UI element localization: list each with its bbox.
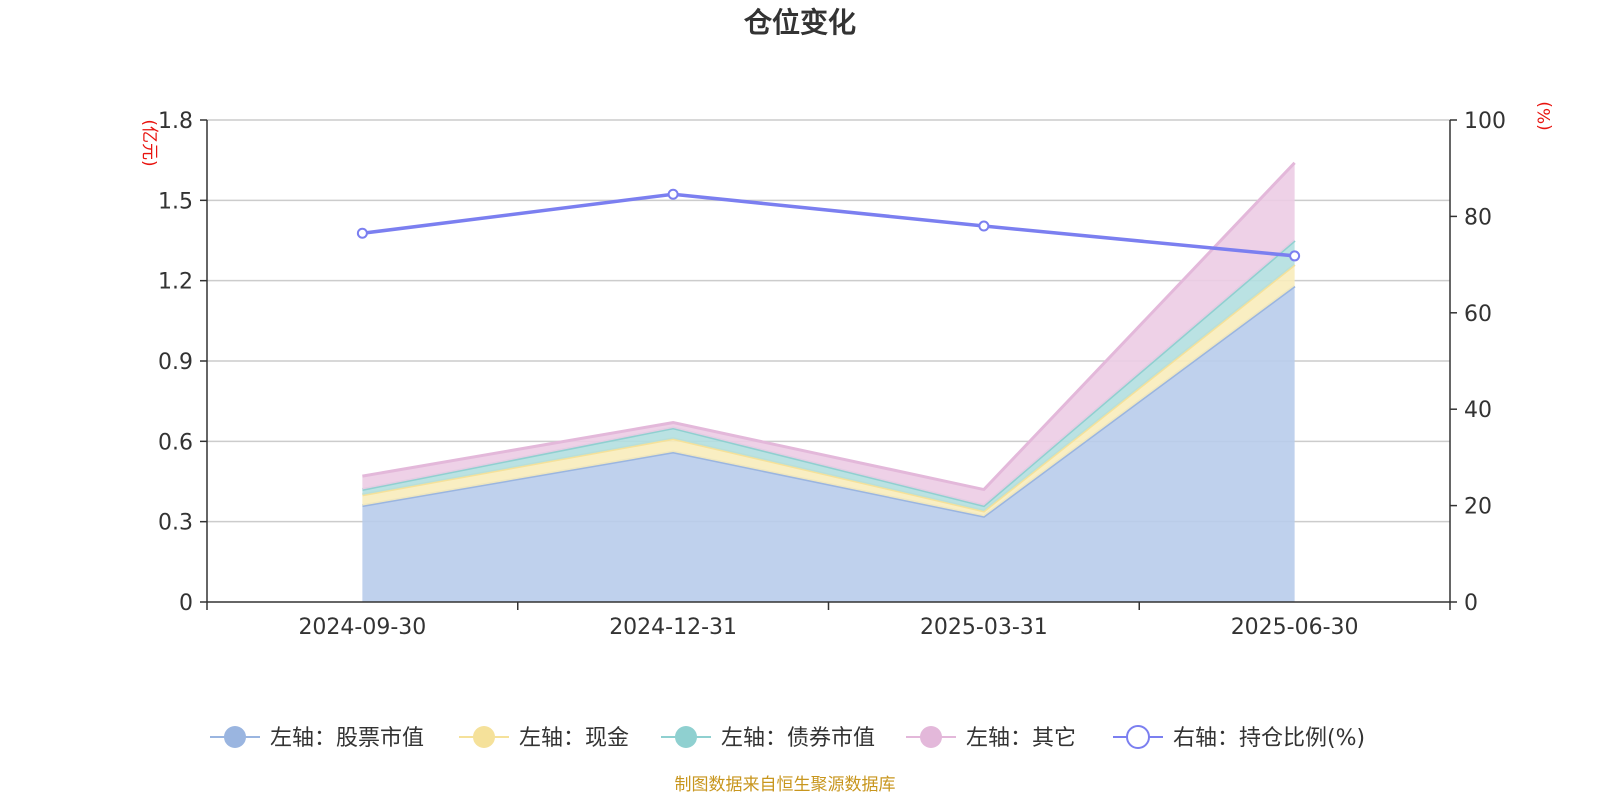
left-tick-label: 0.3 (158, 511, 193, 536)
legend-item-1[interactable]: 左轴：现金 (459, 726, 629, 751)
x-tick-label: 2024-12-31 (609, 615, 737, 640)
ratio-point (1289, 250, 1301, 262)
legend-label: 左轴：其它 (966, 726, 1076, 751)
x-tick-label: 2025-06-30 (1231, 615, 1359, 640)
left-tick-label: 0.9 (158, 350, 193, 375)
right-tick-label: 60 (1464, 302, 1492, 327)
right-tick-label: 100 (1464, 109, 1506, 134)
legend-marker (224, 726, 246, 748)
legend-item-3[interactable]: 左轴：其它 (906, 726, 1076, 751)
left-tick-label: 1.2 (158, 270, 193, 295)
left-tick-label: 1.8 (158, 109, 193, 134)
legend-label: 左轴：现金 (519, 726, 629, 751)
right-tick-label: 80 (1464, 205, 1492, 230)
source-note: 制图数据来自恒生聚源数据库 (675, 775, 896, 795)
left-tick-label: 0 (179, 591, 193, 616)
ratio-point (667, 188, 679, 200)
area-0 (362, 286, 1295, 602)
left-tick-label: 0.6 (158, 430, 193, 455)
x-tick-label: 2025-03-31 (920, 615, 1048, 640)
legend-label: 右轴：持仓比例(%) (1173, 726, 1365, 751)
axes: 0 0.3 0.6 0.9 1.2 1.5 1.8 0 20 40 60 80 100 2024-09-3… (158, 109, 1506, 640)
ratio-point (978, 220, 990, 232)
stacked-areas (362, 161, 1296, 602)
right-axis-unit: (%) (1535, 101, 1555, 130)
right-tick-label: 40 (1464, 398, 1492, 423)
chart-title: 仓位变化 (744, 6, 856, 39)
left-axis-unit: (亿元) (139, 119, 159, 166)
right-tick-label: 0 (1464, 591, 1478, 616)
ratio-line-path (362, 192, 1295, 258)
legend-marker (1126, 725, 1150, 749)
legend-marker (675, 726, 697, 748)
x-tick-label: 2024-09-30 (298, 615, 426, 640)
area-edge-3 (362, 161, 1296, 492)
ratio-point (356, 227, 368, 239)
right-tick-label: 20 (1464, 495, 1492, 520)
legend-label: 左轴：债券市值 (721, 726, 875, 751)
legend-marker (473, 726, 495, 748)
legend-item-2[interactable]: 左轴：债券市值 (661, 726, 875, 751)
area-edge-1 (362, 263, 1296, 513)
left-tick-label: 1.5 (158, 189, 193, 214)
area-3 (362, 162, 1295, 506)
legend-item-4[interactable]: 右轴：持仓比例(%) (1113, 725, 1365, 751)
legend-label: 左轴：股票市值 (270, 726, 424, 751)
ratio-line (356, 188, 1301, 262)
legend-marker (920, 726, 942, 748)
legend-item-0[interactable]: 左轴：股票市值 (210, 726, 424, 751)
legend[interactable]: 左轴：股票市值 左轴：现金 左轴：债券市值 左轴：其它 右轴：持仓比例(%) (210, 725, 1365, 751)
